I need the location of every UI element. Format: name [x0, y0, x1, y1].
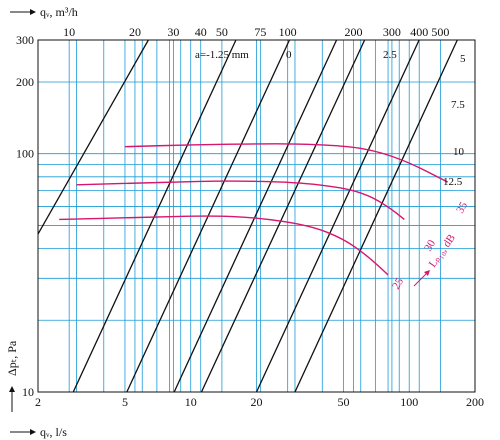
top-tick-label: 40 [195, 25, 207, 39]
damper-line-label: 12.5 [443, 176, 463, 188]
x-tick-labels: 2 5 10 20 50 100 200 [35, 395, 484, 409]
damper-line-label: 0 [286, 49, 292, 61]
x-tick-label: 10 [185, 395, 197, 409]
x-tick-label: 5 [122, 395, 128, 409]
damper-line [72, 39, 237, 393]
damper-lines [37, 39, 458, 393]
sound-curve [59, 215, 389, 276]
sound-curve [76, 180, 405, 220]
damper-labels: a=-1.25 mm 0 2.5 5 7.5 10 12.5 [195, 49, 466, 188]
x-tick-label: 50 [337, 395, 349, 409]
damper-line-label: 5 [460, 53, 466, 65]
x-tick-label: 100 [400, 395, 418, 409]
x-tick-label: 200 [466, 395, 484, 409]
grid-vertical [68, 40, 441, 392]
damper-line-label: a=-1.25 mm [195, 49, 249, 61]
top-tick-label: 75 [254, 25, 266, 39]
plot-frame [37, 39, 476, 393]
top-tick-label: 20 [129, 25, 141, 39]
top-axis-title: qᵥ, m³/h [10, 5, 78, 19]
y-axis-title: Δpₜ, Pa [5, 340, 19, 412]
y-tick-label: 200 [16, 75, 34, 89]
top-tick-label: 30 [167, 25, 179, 39]
damper-line [173, 39, 338, 393]
top-tick-label: 100 [279, 25, 297, 39]
y-tick-labels: 10 100 200 300 [16, 33, 34, 399]
top-axis-label: qᵥ, m³/h [40, 5, 78, 19]
bottom-axis-title: qᵥ, l/s [10, 425, 67, 439]
top-tick-label: 50 [216, 25, 228, 39]
damper-line [255, 39, 420, 393]
y-tick-label: 10 [22, 385, 34, 399]
sound-curves [59, 143, 449, 276]
y-axis-label: Δpₜ, Pa [5, 340, 19, 376]
damper-line [200, 39, 366, 393]
damper-line [37, 39, 149, 235]
damper-line-label: 2.5 [383, 49, 397, 61]
x-axis-label: qᵥ, l/s [40, 425, 67, 439]
top-tick-label: 10 [63, 25, 75, 39]
damper-line-label: 7.5 [451, 99, 465, 111]
sound-curve [124, 143, 449, 183]
top-tick-label: 300 [383, 25, 401, 39]
top-tick-label: 400 [410, 25, 428, 39]
x-tick-label: 20 [251, 395, 263, 409]
damper-line [294, 39, 458, 393]
top-tick-label: 500 [431, 25, 449, 39]
damper-line-label: 10 [453, 146, 465, 158]
y-tick-label: 300 [16, 33, 34, 47]
top-tick-labels: 10 20 30 40 50 75 100 200 300 400 500 [63, 25, 449, 39]
y-tick-label: 100 [16, 147, 34, 161]
top-tick-label: 200 [344, 25, 362, 39]
x-tick-label: 2 [35, 395, 41, 409]
